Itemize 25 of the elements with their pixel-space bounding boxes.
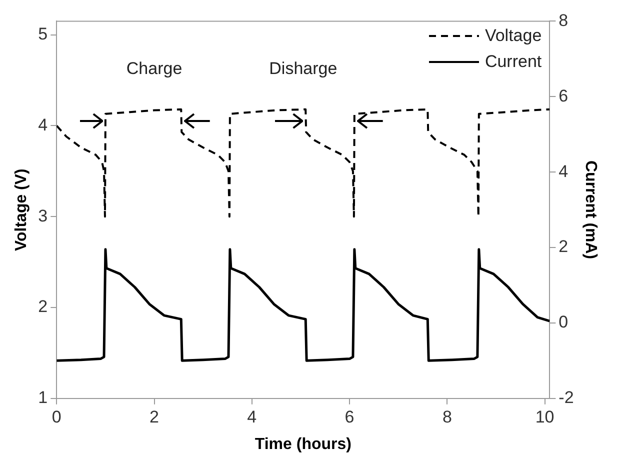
y2-tick-label: 8 xyxy=(558,10,568,30)
y-tick-label: 3 xyxy=(38,206,48,226)
x-tick-label: 8 xyxy=(442,407,452,426)
y2-tick-label: 2 xyxy=(558,237,568,256)
x-tick-label: 2 xyxy=(150,407,160,426)
legend-label: Voltage xyxy=(484,26,542,46)
x-tick-label: 0 xyxy=(52,407,62,426)
y-tick-label: 1 xyxy=(38,388,48,408)
y2-tick-label: -2 xyxy=(558,388,574,408)
line-series xyxy=(56,108,550,218)
y-tick-label: 4 xyxy=(38,115,48,134)
x-tick-label: 4 xyxy=(247,407,257,426)
x-axis-title: Time (hours) xyxy=(254,436,352,453)
x-tick-label: 10 xyxy=(535,407,554,426)
legend-label: Current xyxy=(484,52,542,72)
y-axis-title: Voltage (V) xyxy=(13,168,30,251)
annotation: Disharge xyxy=(269,59,338,78)
y2-tick-label: 6 xyxy=(558,86,568,106)
y-tick-label: 2 xyxy=(38,297,48,316)
y2-axis-title: Current (mA) xyxy=(582,160,599,260)
y-tick-label: 5 xyxy=(38,24,48,44)
annotation: Charge xyxy=(126,59,182,78)
y2-tick-label: 0 xyxy=(558,312,568,332)
y2-tick-label: 4 xyxy=(558,162,568,181)
x-tick-label: 6 xyxy=(344,407,354,426)
